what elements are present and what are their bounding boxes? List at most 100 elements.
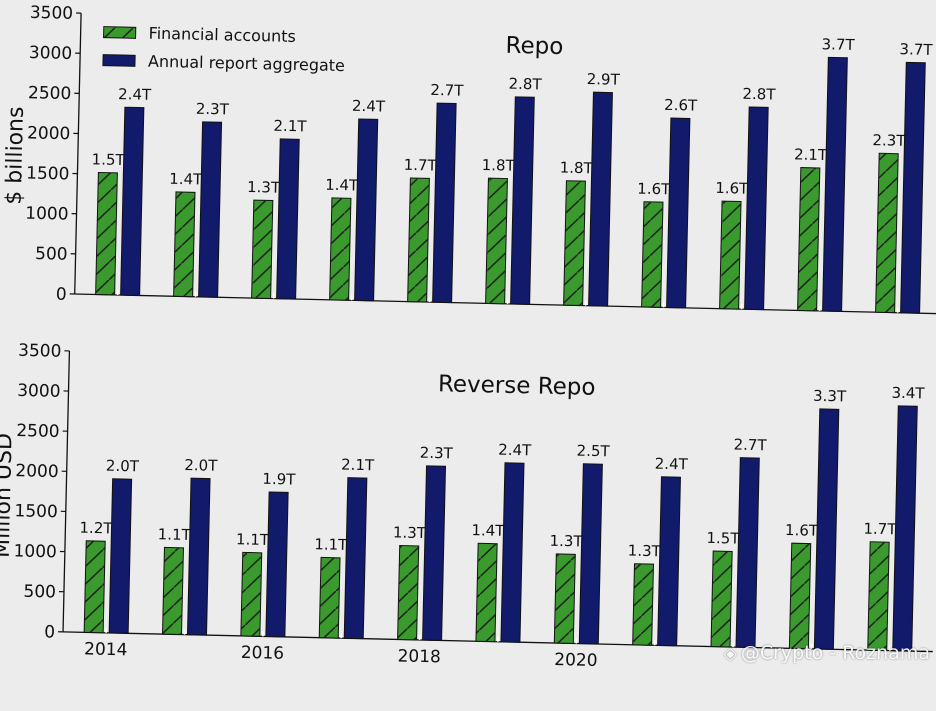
bar-value-label: 1.2T — [79, 519, 113, 538]
financial-accounts-bar-hatch — [330, 198, 351, 300]
annual-report-bar — [266, 492, 288, 637]
financial-accounts-bar-hatch — [720, 201, 741, 309]
y-tick-label: 0 — [44, 622, 55, 642]
y-tick-label: 0 — [56, 285, 67, 305]
financial-accounts-bar-hatch — [486, 178, 508, 304]
legend-label: Annual report aggregate — [148, 52, 345, 75]
bar-value-label: 1.9T — [262, 470, 296, 489]
bar-value-label: 1.3T — [247, 178, 281, 197]
legend-swatch-annual — [103, 55, 135, 67]
y-tick-label: 3000 — [17, 381, 61, 402]
financial-accounts-bar-hatch — [408, 178, 430, 302]
annual-report-bar — [511, 97, 535, 305]
financial-accounts-bar-hatch — [642, 202, 663, 308]
financial-accounts-bar-hatch — [798, 168, 820, 311]
annual-report-bar — [736, 458, 759, 648]
bar-value-label: 2.1T — [341, 456, 375, 475]
annual-report-bar — [109, 479, 131, 634]
bar-value-label: 1.1T — [158, 525, 192, 544]
x-tick-label: 2014 — [84, 639, 128, 660]
y-axis-label: $ billions — [2, 106, 29, 205]
x-tick-label: 2016 — [241, 643, 285, 664]
y-tick-label: 2000 — [27, 123, 71, 144]
chart-title: Repo — [505, 33, 563, 60]
bar-value-label: 2.7T — [733, 436, 767, 455]
legend-label: Financial accounts — [148, 24, 296, 46]
bar-value-label: 2.0T — [106, 457, 140, 476]
y-tick-label: 1500 — [14, 501, 58, 522]
bar-value-label: 3.7T — [821, 35, 855, 54]
bar-value-label: 2.3T — [872, 131, 906, 150]
bar-value-label: 1.3T — [393, 523, 427, 542]
annual-report-bar — [814, 409, 838, 649]
bar-value-label: 1.5T — [706, 529, 740, 548]
y-tick-label: 2000 — [15, 461, 59, 482]
annual-report-bar — [121, 107, 144, 295]
financial-accounts-bar-hatch — [84, 541, 105, 633]
x-tick-label: 2020 — [554, 650, 598, 671]
financial-accounts-bar-hatch — [554, 554, 575, 644]
bar-value-label: 2.4T — [118, 85, 152, 104]
annual-report-bar — [344, 478, 367, 639]
bar-value-label: 2.9T — [587, 70, 621, 89]
annual-report-bar — [901, 62, 926, 313]
annual-report-bar — [667, 118, 690, 308]
binance-diamond-icon: ◈ — [724, 644, 737, 664]
financial-accounts-bar-hatch — [319, 557, 340, 638]
y-tick-label: 500 — [23, 582, 56, 603]
annual-report-bar — [501, 463, 524, 642]
y-axis-line — [75, 13, 81, 294]
bar-value-label: 2.3T — [196, 100, 230, 119]
bar-value-label: 1.4T — [169, 170, 203, 189]
bar-value-label: 1.7T — [863, 520, 897, 539]
bar-value-label: 3.4T — [891, 384, 925, 403]
bar-value-label: 1.1T — [314, 535, 348, 554]
bar-value-label: 1.3T — [549, 532, 583, 551]
bar-value-label: 2.4T — [352, 97, 386, 116]
bar-value-label: 1.4T — [325, 176, 359, 195]
legend: Financial accounts Annual report aggregat… — [103, 23, 346, 75]
bar-value-label: 2.0T — [184, 456, 218, 475]
legend-swatch-hatch — [104, 27, 136, 39]
x-tick-label: 2018 — [397, 646, 441, 667]
y-axis-line — [63, 351, 69, 632]
bar-value-label: 2.8T — [508, 75, 542, 94]
bar-value-label: 3.3T — [813, 387, 847, 406]
bar-value-label: 1.8T — [560, 159, 594, 178]
y-tick-label: 3500 — [18, 341, 62, 362]
financial-accounts-bar-hatch — [633, 564, 654, 645]
y-tick-label: 1000 — [13, 541, 57, 562]
y-axis-label: Million USD — [0, 433, 18, 558]
bar-value-label: 2.1T — [273, 117, 307, 136]
y-tick-label: 3500 — [30, 3, 74, 24]
annual-report-bar — [658, 477, 681, 646]
bar-value-label: 1.5T — [91, 150, 125, 169]
financial-accounts-bar-hatch — [564, 181, 586, 306]
annual-report-bar — [589, 92, 613, 306]
bar-value-label: 1.4T — [471, 521, 505, 540]
bar-value-label: 1.8T — [482, 156, 516, 175]
bar-value-label: 2.7T — [430, 81, 464, 100]
bar-value-label: 1.6T — [785, 521, 819, 540]
bar-value-label: 2.8T — [742, 85, 776, 104]
annual-report-bar — [277, 139, 300, 299]
chart-stage: 0 500 1000 1500 2000 2500 3000 3500 $ billions Re… — [0, 0, 936, 684]
bar-value-label: 2.1T — [794, 145, 828, 164]
bar-value-label: 1.3T — [628, 542, 662, 561]
annual-report-bar — [745, 107, 769, 310]
bar-value-label: 2.4T — [655, 455, 689, 474]
y-tick-label: 500 — [35, 244, 68, 265]
annual-report-bar — [893, 406, 918, 651]
financial-accounts-bar-hatch — [252, 200, 273, 298]
financial-accounts-bar-hatch — [241, 552, 262, 636]
bar-value-label: 1.6T — [637, 180, 671, 199]
financial-accounts-bar-hatch — [398, 546, 419, 640]
bar-value-label: 1.6T — [715, 179, 749, 198]
y-tick-label: 2500 — [16, 421, 60, 442]
y-tick-label: 1000 — [25, 204, 69, 225]
bar-value-label: 2.4T — [498, 441, 532, 460]
financial-accounts-bar-hatch — [789, 543, 810, 649]
y-tick-label: 1500 — [26, 163, 70, 184]
